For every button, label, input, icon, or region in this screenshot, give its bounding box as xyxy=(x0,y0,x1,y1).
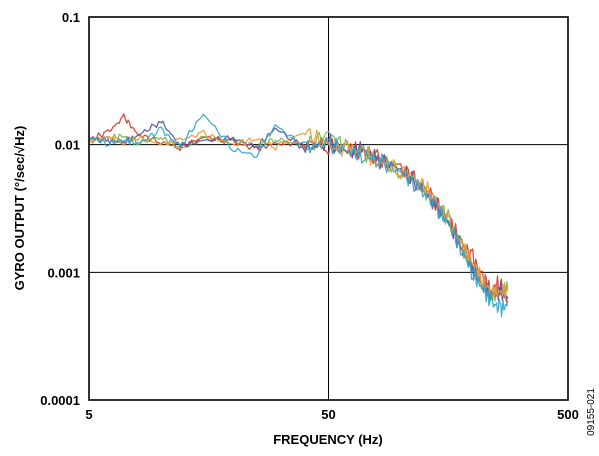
series-line xyxy=(88,120,509,302)
x-axis-label: FREQUENCY (Hz) xyxy=(273,432,383,447)
x-tick-label: 500 xyxy=(557,407,579,422)
series-line xyxy=(88,113,509,318)
y-tick-label: 0.001 xyxy=(47,265,80,280)
series-group xyxy=(88,113,509,318)
x-tick-label: 5 xyxy=(85,407,92,422)
x-tick-label: 50 xyxy=(321,407,335,422)
y-axis-label: GYRO OUTPUT (°/sec/√Hz) xyxy=(12,126,27,291)
y-tick-label: 0.1 xyxy=(62,10,80,25)
y-tick-label: 0.0001 xyxy=(40,393,80,408)
y-tick-labels: 0.1 0.01 0.001 0.0001 xyxy=(40,10,80,408)
figure-id: 09155-021 xyxy=(586,388,597,436)
grid-lines xyxy=(89,17,568,400)
series-line xyxy=(88,127,509,301)
plot-frame xyxy=(88,16,569,401)
x-tick-labels: 5 50 500 xyxy=(85,407,578,422)
series-line xyxy=(88,131,509,302)
y-tick-label: 0.01 xyxy=(55,138,80,153)
